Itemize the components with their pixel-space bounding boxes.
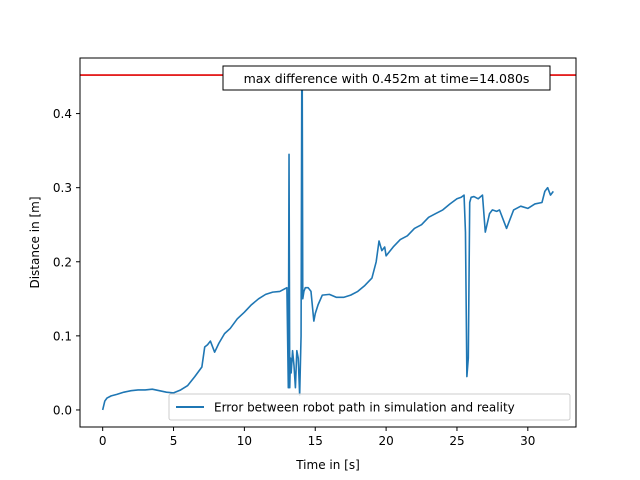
annotation-box: max difference with 0.452m at time=14.08… bbox=[222, 65, 551, 91]
x-tick-label: 0 bbox=[99, 434, 107, 448]
x-tick-label: 30 bbox=[520, 434, 535, 448]
plot-frame bbox=[79, 57, 577, 428]
x-tick-label: 5 bbox=[170, 434, 178, 448]
y-tick-label: 0.1 bbox=[53, 329, 72, 343]
series-layer bbox=[101, 74, 554, 411]
y-tick-label: 0.2 bbox=[53, 255, 72, 269]
y-axis-label: Distance in [m] bbox=[28, 196, 42, 288]
series-line-0 bbox=[101, 74, 554, 411]
plot-area bbox=[80, 58, 576, 427]
legend: Error between robot path in simulation a… bbox=[168, 393, 571, 421]
legend-frame bbox=[168, 393, 571, 421]
legend-label: Error between robot path in simulation a… bbox=[214, 401, 515, 415]
y-tick-label: 0.3 bbox=[53, 181, 72, 195]
y-axis-ticks: 0.0 0.1 0.2 0.3 0.4 bbox=[53, 107, 80, 417]
x-tick-label: 10 bbox=[237, 434, 252, 448]
annotation-frame bbox=[222, 65, 551, 91]
x-tick-label: 25 bbox=[449, 434, 464, 448]
x-axis-ticks: 0 5 10 15 20 25 30 bbox=[99, 427, 535, 448]
annotation-text: max difference with 0.452m at time=14.08… bbox=[244, 71, 530, 86]
x-tick-label: 15 bbox=[308, 434, 323, 448]
y-tick-label: 0.0 bbox=[53, 403, 72, 417]
x-axis-label: Time in [s] bbox=[295, 458, 360, 472]
y-tick-label: 0.4 bbox=[53, 107, 72, 121]
x-tick-label: 20 bbox=[378, 434, 393, 448]
